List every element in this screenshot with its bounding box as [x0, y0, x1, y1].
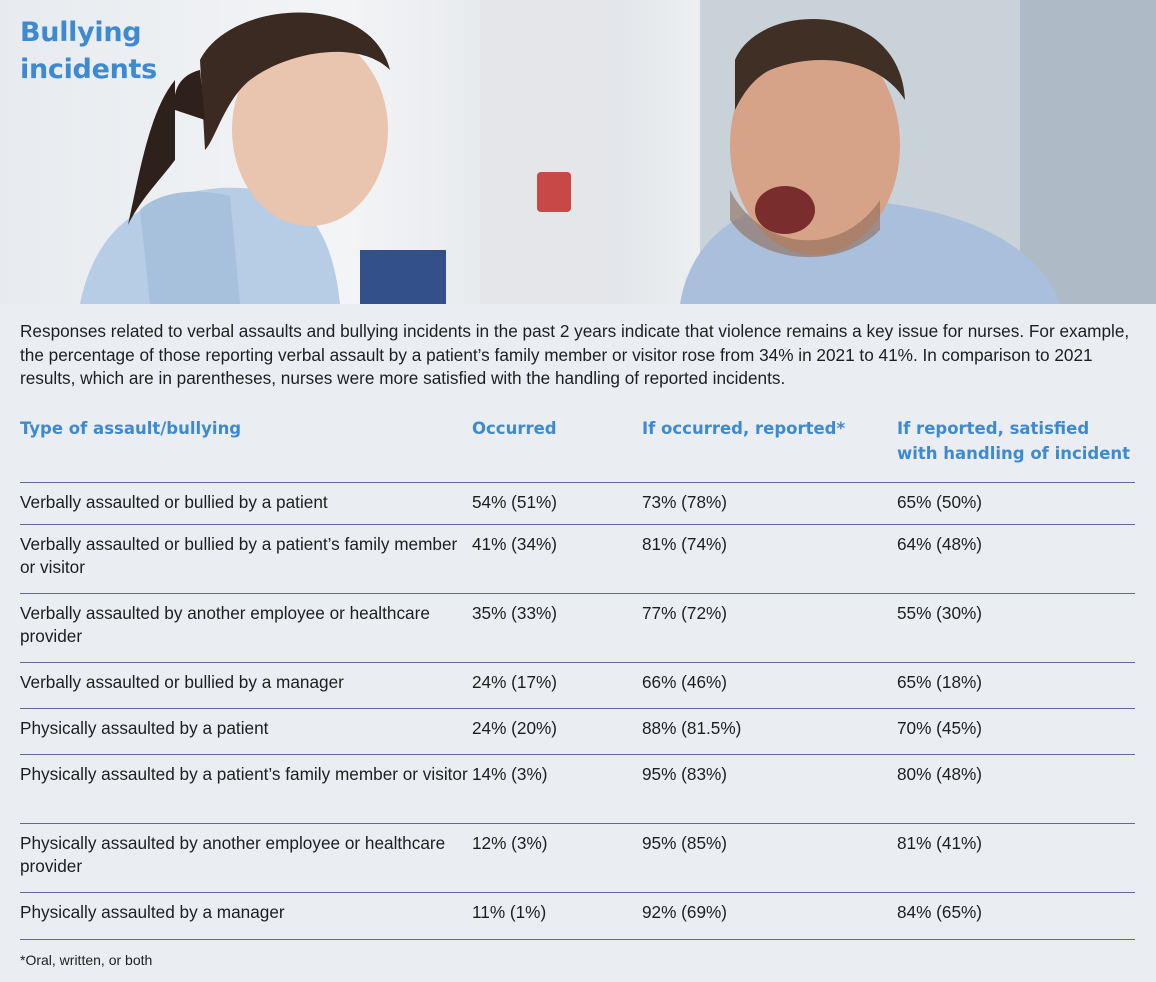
cell-occurred: 24% (20%)	[472, 718, 558, 738]
cell-reported: 95% (83%)	[642, 764, 728, 784]
cell-type: Verbally assaulted or bullied by a patie…	[20, 534, 458, 577]
cell-type: Physically assaulted by a patient	[20, 718, 269, 738]
table-header-row: Type of assault/bullying Occurred If occ…	[20, 416, 1135, 483]
cell-reported: 81% (74%)	[642, 534, 728, 554]
table-row: Verbally assaulted or bullied by a patie…	[20, 525, 1135, 594]
cell-satisfied: 64% (48%)	[897, 534, 983, 554]
cell-type: Verbally assaulted or bullied by a manag…	[20, 672, 344, 692]
cell-type: Verbally assaulted by another employee o…	[20, 603, 430, 646]
cell-occurred: 11% (1%)	[472, 902, 547, 922]
table-row: Verbally assaulted or bullied by a patie…	[20, 483, 1135, 525]
cell-type: Verbally assaulted or bullied by a patie…	[20, 492, 328, 512]
table-row: Verbally assaulted or bullied by a manag…	[20, 663, 1135, 709]
cell-satisfied: 81% (41%)	[897, 833, 983, 853]
hero-title: Bullying incidents	[20, 14, 157, 88]
cell-occurred: 12% (3%)	[472, 833, 548, 853]
table-row: Physically assaulted by a patient 24% (2…	[20, 709, 1135, 755]
cell-type: Physically assaulted by a patient’s fami…	[20, 764, 468, 784]
cell-occurred: 35% (33%)	[472, 603, 558, 623]
cell-occurred: 14% (3%)	[472, 764, 548, 784]
table-row: Physically assaulted by a manager 11% (1…	[20, 893, 1135, 940]
table-row: Verbally assaulted by another employee o…	[20, 594, 1135, 663]
table-row: Physically assaulted by a patient’s fami…	[20, 755, 1135, 824]
cell-satisfied: 70% (45%)	[897, 718, 983, 738]
cell-type: Physically assaulted by another employee…	[20, 833, 446, 876]
cell-reported: 77% (72%)	[642, 603, 728, 623]
hero-title-line1: Bullying	[20, 17, 142, 48]
cell-occurred: 24% (17%)	[472, 672, 558, 692]
hero-title-line2: incidents	[20, 54, 157, 85]
cell-reported: 92% (69%)	[642, 902, 728, 922]
cell-reported: 73% (78%)	[642, 492, 728, 512]
hero-illustration	[80, 0, 1156, 304]
assault-table: Type of assault/bullying Occurred If occ…	[20, 416, 1135, 940]
cell-reported: 88% (81.5%)	[642, 718, 742, 738]
cell-reported: 66% (46%)	[642, 672, 728, 692]
header-satisfied: If reported, satisfied with handling of …	[897, 419, 1131, 463]
cell-satisfied: 55% (30%)	[897, 603, 983, 623]
cell-satisfied: 65% (50%)	[897, 492, 983, 512]
header-occurred: Occurred	[472, 419, 557, 438]
cell-reported: 95% (85%)	[642, 833, 728, 853]
cell-occurred: 41% (34%)	[472, 534, 558, 554]
hero-photo: Bullying incidents	[0, 0, 1156, 304]
table-row: Physically assaulted by another employee…	[20, 824, 1135, 893]
cell-satisfied: 65% (18%)	[897, 672, 983, 692]
cell-satisfied: 84% (65%)	[897, 902, 983, 922]
cell-type: Physically assaulted by a manager	[20, 902, 285, 922]
intro-paragraph: Responses related to verbal assaults and…	[20, 321, 1130, 388]
cell-occurred: 54% (51%)	[472, 492, 558, 512]
cell-satisfied: 80% (48%)	[897, 764, 983, 784]
footnote: *Oral, written, or both	[20, 952, 153, 968]
header-type: Type of assault/bullying	[20, 419, 242, 438]
header-reported: If occurred, reported*	[642, 419, 846, 438]
